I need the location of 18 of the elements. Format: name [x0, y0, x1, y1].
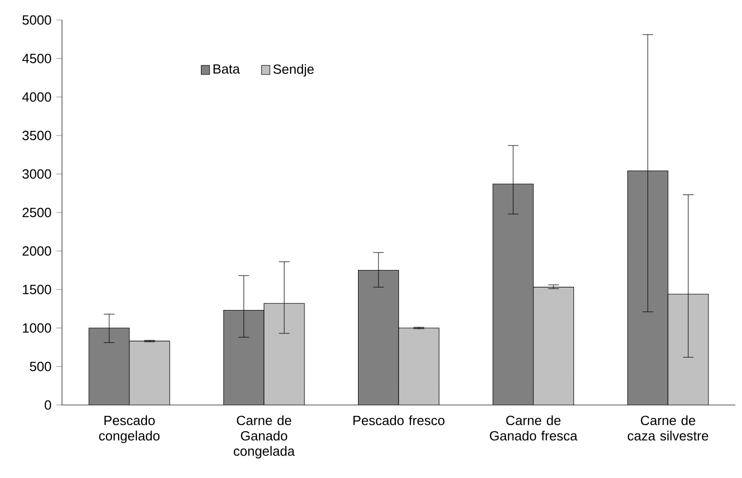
x-tick-label: Carne de Ganado fresca: [490, 415, 578, 441]
y-tick-label: 5000: [22, 15, 52, 25]
x-tick-label: Carne de caza silvestre: [628, 415, 708, 441]
y-tick-label: 2500: [22, 208, 52, 218]
y-tick-label: 1500: [22, 284, 52, 294]
legend-label: Bata: [214, 64, 240, 74]
x-tick-label: Pescado congelado: [99, 415, 160, 444]
x-tick-label: Carne de Ganado congelada: [234, 415, 295, 458]
y-tick-label: 4000: [22, 92, 52, 102]
y-tick-label: 0: [44, 400, 52, 410]
y-tick-label: 3500: [22, 130, 52, 140]
y-tick-label: 500: [30, 362, 52, 372]
y-tick-label: 2000: [22, 246, 52, 256]
legend-label: Sendje: [273, 64, 314, 77]
x-tick-label: Pescado fresco: [353, 415, 444, 426]
y-tick-label: 4500: [22, 54, 52, 64]
y-tick-label: 3000: [22, 169, 52, 179]
y-tick-label: 1000: [22, 323, 52, 333]
